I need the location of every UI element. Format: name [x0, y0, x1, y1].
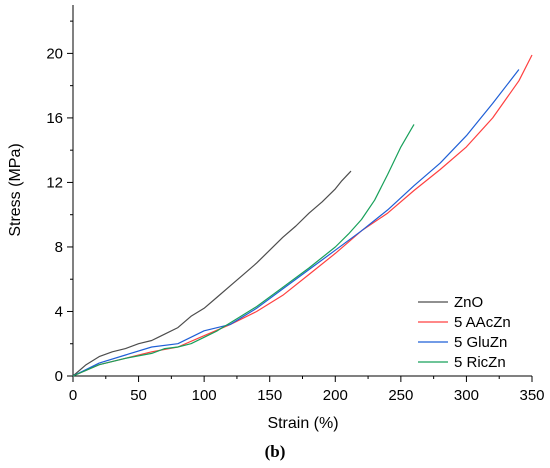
x-tick-label: 250	[388, 387, 413, 404]
series-line-5-aaczn	[72, 54, 533, 377]
x-tick-label: 50	[130, 387, 147, 404]
y-tick-label: 12	[46, 174, 63, 191]
series-line-5-riczn	[72, 124, 415, 377]
y-tick-label: 4	[55, 303, 63, 320]
y-tick-label: 16	[46, 110, 63, 127]
y-tick-label: 0	[55, 368, 63, 385]
legend-label: 5 AAcZn	[454, 314, 511, 331]
x-tick-label: 0	[69, 387, 77, 404]
x-tick-label: 300	[454, 387, 479, 404]
y-tick-label: 8	[55, 239, 63, 256]
x-tick-label: 150	[257, 387, 282, 404]
series-line-zno	[72, 170, 352, 377]
legend-label: 5 GluZn	[454, 334, 507, 351]
legend-label: ZnO	[454, 294, 483, 311]
y-axis-ticks: 0 4 8 12 16 20	[46, 20, 73, 385]
y-axis-title: Stress (MPa)	[7, 143, 24, 236]
legend-label: 5 RicZn	[454, 354, 506, 371]
x-axis-title: Strain (%)	[267, 415, 338, 432]
legend: ZnO 5 AAcZn 5 GluZn 5 RicZn	[418, 294, 511, 371]
x-axis-ticks: 0 50 100 150 200 250 300 350	[69, 376, 545, 404]
x-tick-label: 200	[323, 387, 348, 404]
series-line-5-gluzn	[72, 69, 520, 377]
x-tick-label: 100	[192, 387, 217, 404]
y-tick-label: 20	[46, 45, 63, 62]
x-tick-label: 350	[519, 387, 544, 404]
series-layer	[72, 54, 533, 377]
figure-caption: (b)	[265, 442, 286, 461]
